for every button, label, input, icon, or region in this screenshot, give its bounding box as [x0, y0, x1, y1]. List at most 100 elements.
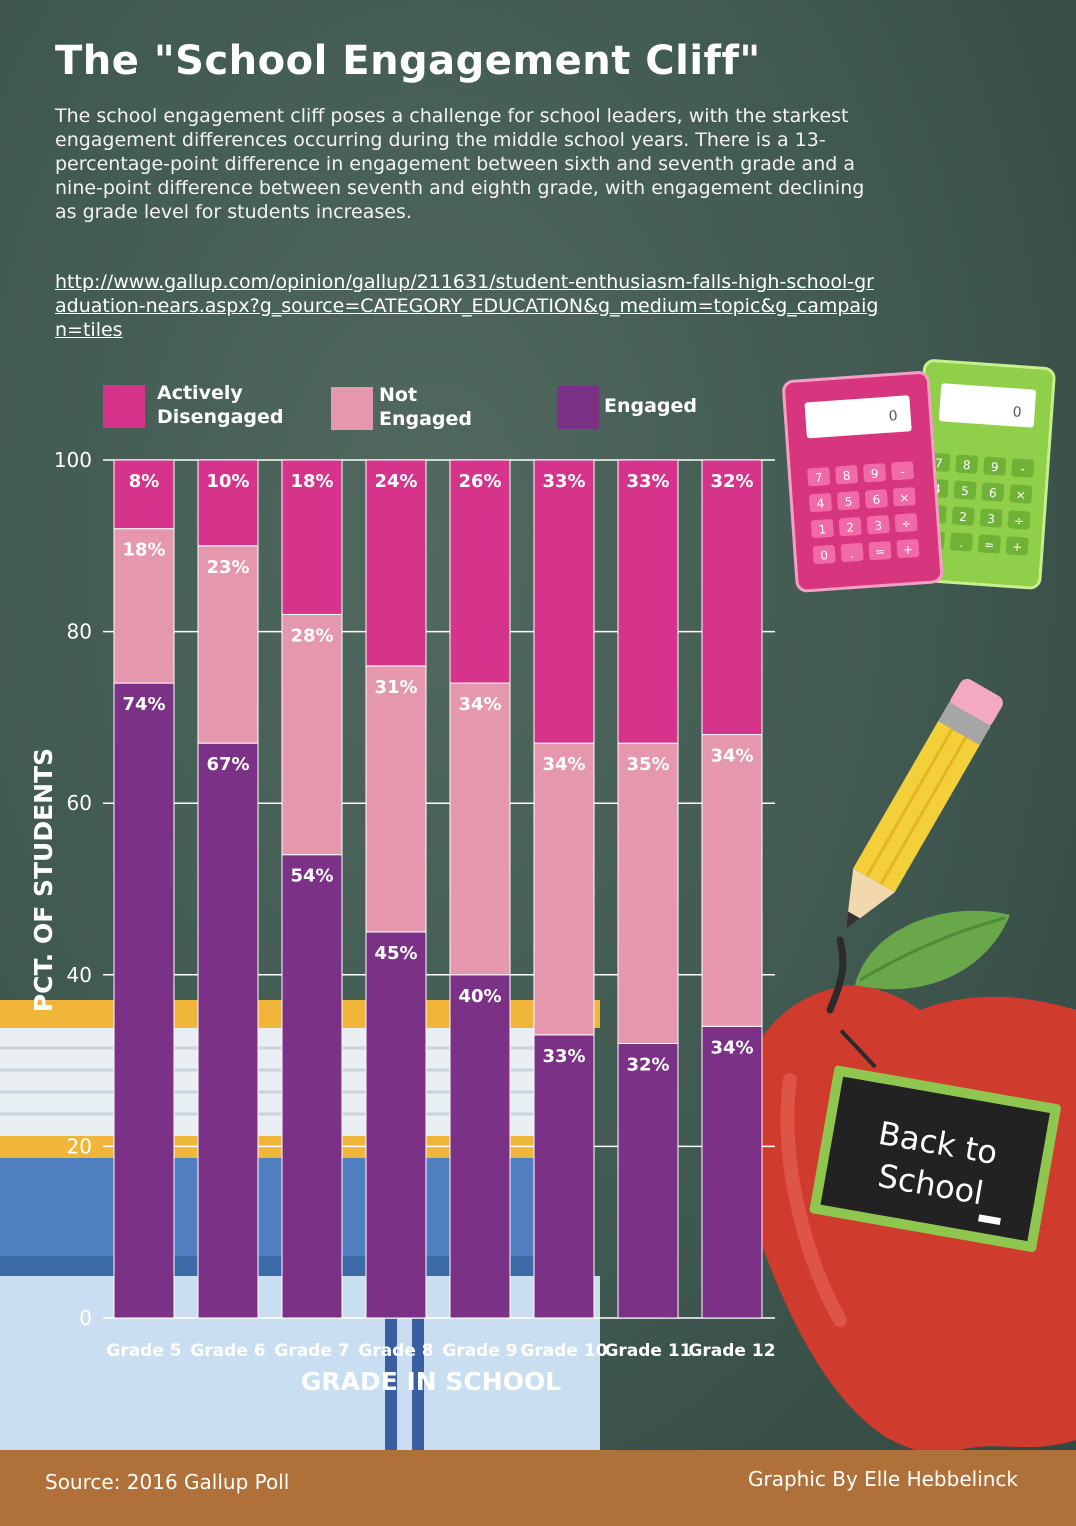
- page-title: The "School Engagement Cliff": [55, 38, 761, 84]
- data-label-engaged: 33%: [542, 1046, 585, 1067]
- data-label-not-engaged: 23%: [206, 557, 249, 578]
- legend-label-not-engaged: Not Engaged: [379, 384, 473, 430]
- data-label-not-engaged: 31%: [374, 677, 417, 698]
- calculator-key: =: [875, 544, 886, 559]
- graphic-credit: Graphic By Elle Hebbelinck: [748, 1467, 1018, 1491]
- y-tick-label: 100: [54, 448, 92, 472]
- calculator-key: =: [984, 538, 995, 553]
- pencil-illustration: [846, 678, 1003, 929]
- y-tick-label: 60: [67, 791, 92, 815]
- calculator-key: .: [959, 536, 964, 550]
- bar-segment-engaged: [701, 1025, 763, 1319]
- data-label-actively-disengaged: 24%: [374, 471, 417, 492]
- calculator-key: +: [902, 542, 913, 557]
- calculator-key: 2: [959, 510, 968, 524]
- x-axis-title: GRADE IN SCHOOL: [301, 1367, 561, 1396]
- bar-segment-actively-disengaged: [197, 459, 259, 547]
- y-tick-label: 80: [67, 620, 92, 644]
- source-link[interactable]: http://www.gallup.com/opinion/gallup/211…: [55, 271, 879, 341]
- bar-segment-actively-disengaged: [533, 459, 595, 744]
- bar-segment-engaged: [449, 974, 511, 1319]
- x-tick-label: Grade 9: [442, 1341, 517, 1361]
- source-note: Source: 2016 Gallup Poll: [45, 1470, 290, 1494]
- x-tick-label: Grade 12: [688, 1341, 775, 1361]
- data-label-engaged: 74%: [122, 694, 165, 715]
- data-label-engaged: 34%: [710, 1037, 753, 1058]
- calculator-key: 7: [935, 456, 944, 470]
- calculator-key: -: [900, 465, 905, 479]
- chalkboard-illustration: Back to School: [809, 1029, 1061, 1253]
- calculator-key: -: [1020, 462, 1025, 476]
- legend-swatch-actively-disengaged: [103, 385, 145, 428]
- bar-segment-actively-disengaged: [701, 459, 763, 736]
- calculator-key: 5: [961, 484, 970, 498]
- legend-label-actively-disengaged: Actively Disengaged: [157, 382, 284, 428]
- calculator-key: 0: [820, 548, 829, 562]
- calculator-key: 6: [989, 486, 998, 500]
- x-tick-label: Grade 5: [106, 1341, 181, 1361]
- bar-segment-not-engaged: [281, 613, 343, 856]
- bar-segment-not-engaged: [617, 742, 679, 1044]
- bar-segment-engaged: [197, 742, 259, 1319]
- data-label-not-engaged: 34%: [710, 746, 753, 767]
- bar-segment-engaged: [365, 931, 427, 1319]
- calculator-key: ÷: [901, 516, 912, 531]
- y-tick-label: 40: [67, 963, 92, 987]
- calculator-key: 7: [814, 470, 823, 484]
- x-tick-label: Grade 7: [274, 1341, 349, 1361]
- bar-segment-engaged: [281, 854, 343, 1319]
- x-tick-label: Grade 10: [520, 1341, 607, 1361]
- calculator-key: ÷: [1013, 514, 1024, 529]
- data-label-not-engaged: 18%: [122, 540, 165, 561]
- data-label-not-engaged: 28%: [290, 625, 333, 646]
- footer-bar: [0, 1450, 1076, 1526]
- bar-segment-not-engaged: [449, 682, 511, 976]
- x-tick-label: Grade 11: [604, 1341, 691, 1361]
- legend-label-engaged: Engaged: [604, 395, 698, 417]
- bar-segment-not-engaged: [533, 742, 595, 1036]
- calculator-key: ×: [899, 490, 910, 505]
- bar-segment-not-engaged: [701, 734, 763, 1027]
- bar-segment-actively-disengaged: [113, 459, 175, 530]
- bar-segment-actively-disengaged: [365, 459, 427, 667]
- bar-segment-engaged: [113, 682, 175, 1319]
- bar-segment-not-engaged: [197, 545, 259, 744]
- calculator-key: 9: [870, 467, 879, 481]
- data-label-actively-disengaged: 10%: [206, 471, 249, 492]
- pink-calculator-display: 0: [888, 408, 898, 425]
- calculator-key: ×: [1015, 488, 1026, 503]
- calculator-key: 9: [990, 460, 999, 474]
- pink-calculator-illustration: 0 7 8 9 - 4 5 6 × 1 2 3 ÷ 0. = +: [782, 371, 944, 593]
- y-tick-label: 20: [67, 1134, 92, 1158]
- description: The school engagement cliff poses a chal…: [55, 105, 865, 223]
- bar-segment-actively-disengaged: [281, 459, 343, 615]
- data-label-actively-disengaged: 32%: [710, 471, 753, 492]
- calculator-key: 2: [846, 520, 855, 534]
- data-label-actively-disengaged: 8%: [129, 471, 160, 492]
- bar-segment-not-engaged: [113, 528, 175, 684]
- data-label-engaged: 54%: [290, 866, 333, 887]
- calculator-key: 5: [844, 494, 853, 508]
- data-label-engaged: 40%: [458, 986, 501, 1007]
- legend-swatch-not-engaged: [331, 387, 373, 430]
- calculator-key: 4: [816, 496, 825, 510]
- x-tick-label: Grade 6: [190, 1341, 265, 1361]
- calculator-key: 1: [818, 522, 827, 536]
- data-label-not-engaged: 34%: [458, 694, 501, 715]
- calculator-key: 6: [872, 493, 881, 507]
- bar-segment-not-engaged: [365, 665, 427, 933]
- data-label-actively-disengaged: 18%: [290, 471, 333, 492]
- calculator-key: 8: [842, 469, 851, 483]
- bar-segment-actively-disengaged: [449, 459, 511, 684]
- green-calculator-display: 0: [1012, 404, 1022, 421]
- data-label-engaged: 32%: [626, 1054, 669, 1075]
- calculator-key: 3: [987, 512, 996, 526]
- y-tick-label: 0: [79, 1306, 92, 1330]
- data-label-actively-disengaged: 33%: [626, 471, 669, 492]
- calculator-key: 8: [962, 458, 971, 472]
- y-axis-title: PCT. OF STUDENTS: [29, 748, 58, 1012]
- bar-segment-actively-disengaged: [617, 459, 679, 744]
- calculator-key: .: [850, 546, 855, 560]
- data-label-engaged: 67%: [206, 754, 249, 775]
